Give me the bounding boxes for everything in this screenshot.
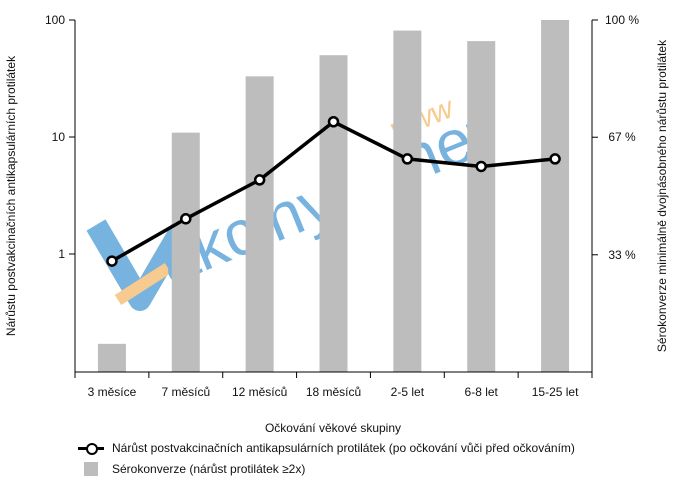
bar-4 bbox=[393, 30, 422, 373]
line-point-4 bbox=[401, 153, 414, 165]
x-tick-label-6: 15-25 let bbox=[532, 385, 579, 399]
legend-bar-swatch bbox=[84, 462, 98, 476]
x-axis-title: Očkování věkové skupiny bbox=[265, 421, 401, 435]
x-tick-label-5: 6-8 let bbox=[465, 385, 499, 399]
line-point-5 bbox=[475, 160, 487, 173]
x-tick-label-1: 7 měsíců bbox=[161, 385, 210, 399]
x-axis-ticks: 3 měsíce 7 měsíců 12 měsíců 18 měsíců 2-5 le… bbox=[74, 372, 593, 399]
bar-3 bbox=[319, 55, 348, 372]
line-series bbox=[106, 116, 561, 267]
line-point-1 bbox=[180, 213, 192, 225]
left-tick-label-0: 1 bbox=[58, 247, 65, 261]
left-axis-title: Nárůstu postvakcinačních antikapsulárníc… bbox=[4, 55, 18, 336]
watermark: akciny .net www bbox=[86, 91, 499, 311]
line-point-0 bbox=[106, 255, 118, 267]
left-tick-label-2: 100 bbox=[45, 13, 65, 27]
line-point-6 bbox=[549, 153, 561, 165]
right-axis-title: Sérokonverze minimálně dvojnásobného nár… bbox=[655, 39, 669, 352]
line-point-2 bbox=[253, 174, 266, 186]
right-tick-label-2: 100 % bbox=[605, 13, 639, 27]
x-tick-label-2: 12 měsíců bbox=[232, 385, 287, 399]
bar-6 bbox=[541, 20, 570, 372]
left-tick-label-1: 10 bbox=[52, 130, 66, 144]
legend-line-swatch bbox=[78, 441, 104, 455]
legend-line-label: Nárůst postvakcinačních antikapsulárních… bbox=[112, 441, 575, 455]
bar-5 bbox=[467, 41, 496, 373]
right-tick-label-1: 67 % bbox=[608, 130, 636, 144]
x-tick-label-4: 2-5 let bbox=[391, 385, 425, 399]
legend-bar-label: Sérokonverze (nárůst protilátek ≥2x) bbox=[112, 462, 306, 476]
right-axis-ticks: 33 % 67 % 100 % bbox=[592, 13, 639, 262]
legend-line-entry: Nárůst postvakcinačních antikapsulárních… bbox=[78, 441, 575, 455]
bar-1 bbox=[171, 132, 200, 372]
bar-0 bbox=[97, 343, 126, 372]
right-tick-label-0: 33 % bbox=[608, 248, 636, 262]
bar-2 bbox=[245, 76, 274, 372]
line-point-3 bbox=[327, 116, 340, 128]
x-tick-label-3: 18 měsíců bbox=[306, 385, 361, 399]
legend-bar-entry: Sérokonverze (nárůst protilátek ≥2x) bbox=[78, 462, 305, 476]
bar-series bbox=[97, 20, 570, 373]
x-tick-label-0: 3 měsíce bbox=[88, 385, 137, 399]
left-axis-ticks: 1 10 100 bbox=[45, 13, 75, 261]
